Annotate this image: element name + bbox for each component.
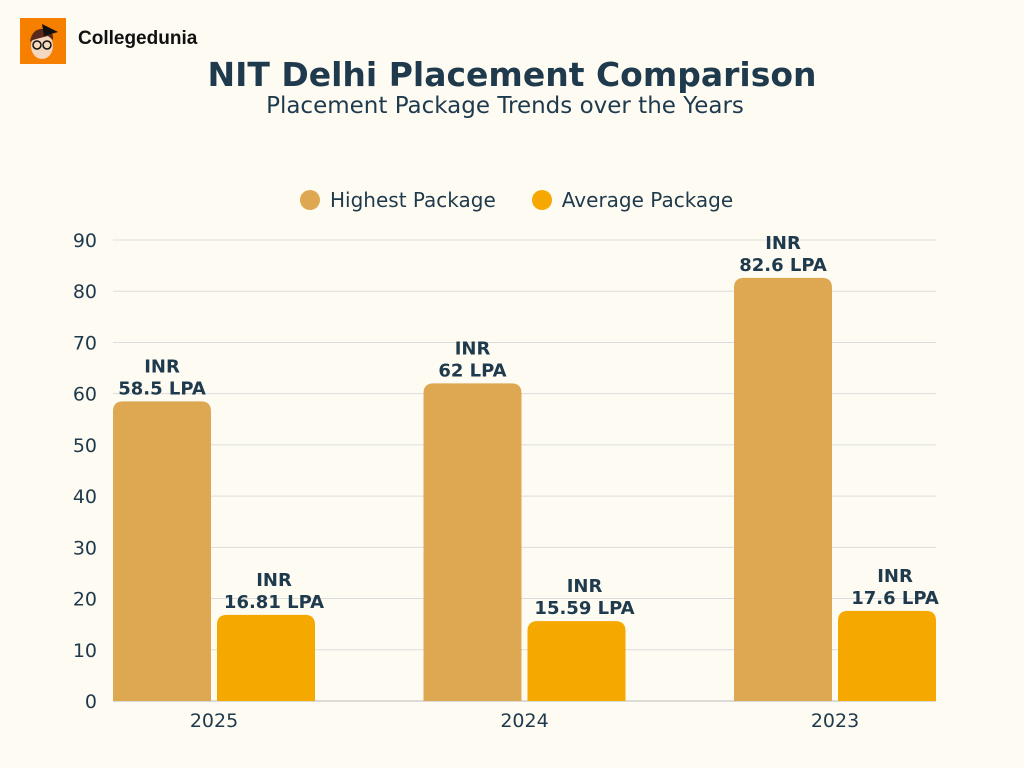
x-tick-label: 2024 (500, 710, 548, 732)
data-label: INR (765, 233, 801, 254)
data-label: 62 LPA (438, 360, 506, 381)
legend-swatch-average (531, 190, 552, 210)
y-tick-label: 10 (73, 640, 97, 662)
x-tick-label: 2023 (811, 710, 859, 732)
mascot-icon (30, 24, 58, 59)
legend-swatch-highest (300, 190, 320, 210)
data-label: 17.6 LPA (851, 588, 939, 609)
bar (423, 383, 522, 701)
bar (113, 401, 211, 701)
legend-label-average: Average Package (561, 188, 734, 212)
y-tick-label: 70 (73, 332, 97, 354)
data-label: INR (144, 356, 180, 377)
legend: Highest Package Average Package (300, 188, 733, 212)
x-tick-label: 2025 (190, 710, 238, 732)
data-label: INR (455, 338, 491, 359)
chart-subtitle: Placement Package Trends over the Years (266, 93, 744, 119)
chart-title: NIT Delhi Placement Comparison (207, 55, 817, 94)
y-tick-label: 80 (73, 281, 97, 303)
brand-name: Collegedunia (78, 28, 198, 49)
data-label: 16.81 LPA (224, 592, 324, 613)
bar (734, 277, 832, 701)
data-label: INR (877, 566, 913, 587)
bar (217, 614, 315, 701)
bar (527, 621, 626, 701)
y-tick-label: 30 (73, 537, 97, 559)
data-label: INR (567, 576, 603, 597)
data-label: 15.59 LPA (534, 598, 634, 619)
collegedunia-logo (20, 18, 66, 64)
legend-label-highest: Highest Package (330, 188, 496, 212)
data-label: INR (256, 570, 292, 591)
y-tick-label: 20 (73, 589, 97, 611)
data-label: 82.6 LPA (739, 255, 827, 276)
data-label: 58.5 LPA (118, 378, 206, 399)
y-tick-label: 40 (73, 486, 97, 508)
y-tick-label: 90 (73, 230, 97, 252)
bar (838, 610, 936, 701)
y-tick-label: 0 (85, 691, 97, 713)
y-tick-label: 60 (73, 384, 97, 406)
y-tick-label: 50 (73, 435, 97, 457)
